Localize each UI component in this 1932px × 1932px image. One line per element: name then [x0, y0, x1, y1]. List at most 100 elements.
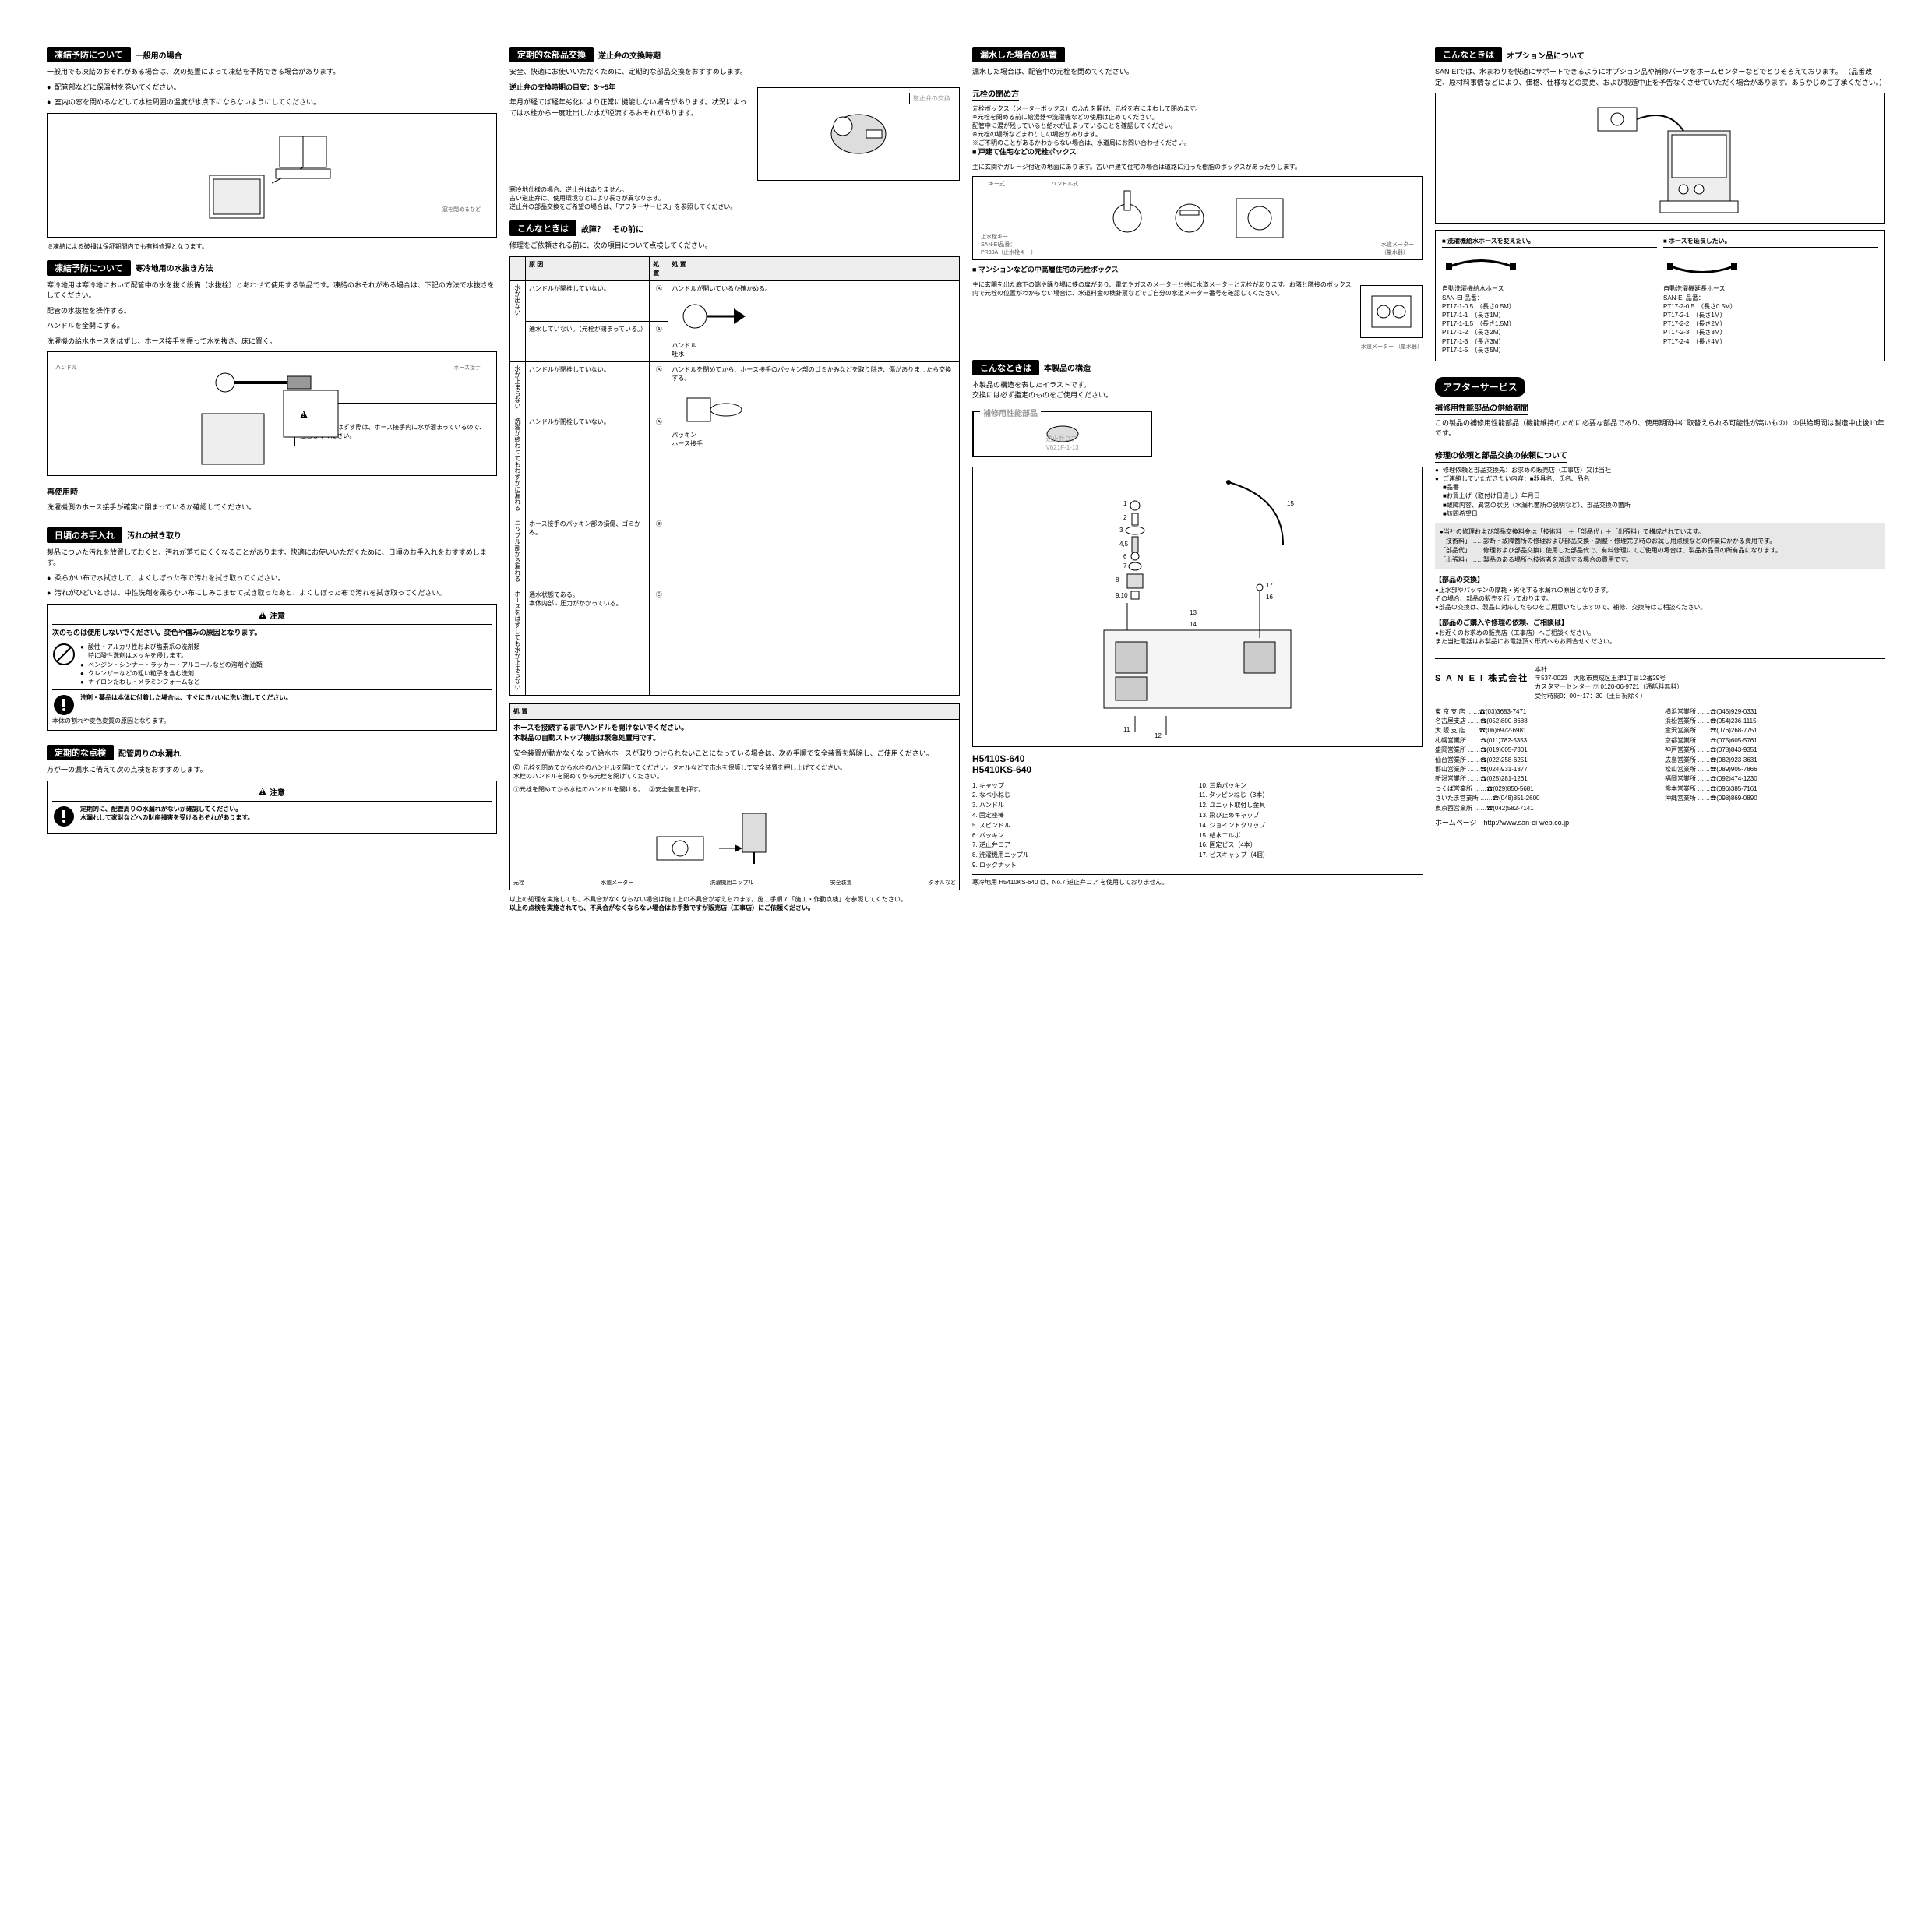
bullet-item: 汚れがひどいときは、中性洗剤を柔らかい布にしみこませて拭き取ったあと、よくしぼっ… [47, 588, 497, 599]
table-row: ホースをはずしても水が止まらない 通水状態である。 本体内部に圧力がかかっている… [510, 587, 960, 695]
svg-text:3: 3 [1119, 527, 1123, 534]
diagram-safety-reset [513, 799, 956, 874]
office-entry: 大 阪 支 店 ……☎(06)6972-6981 [1435, 727, 1655, 735]
section-structure: こんなときは 本製品の構造 本製品の構造を表したイラストです。 交換には必ず指定… [972, 360, 1423, 887]
heading: 定期的な部品交換 [509, 47, 594, 62]
option-item: 自動洗濯機延長ホース [1663, 284, 1878, 293]
price-structure-box: ●当社の修理および部品交換料金は「技術料」＋「部品代」＋「出張料」で構成されてい… [1435, 523, 1885, 569]
office-entry: 新潟営業所 ……☎(025)281-1261 [1435, 775, 1655, 783]
heading: 漏水した場合の処置 [972, 47, 1065, 62]
office-entry: 福岡営業所 ……☎(092)474-1230 [1665, 775, 1885, 783]
subheading: 汚れの拭き取り [127, 529, 182, 541]
packing-diagram [672, 383, 749, 429]
washer-hose-diagram [1574, 100, 1746, 217]
table-row: 水が止まらない ハンドルが閉栓していない。 Ⓐ ハンドルを閉めてから、ホース接手… [510, 361, 960, 414]
label-nipple: ホース接手 [453, 364, 481, 372]
paragraph: 修理をご依頼される前に、次の項目について点検してください。 [509, 241, 960, 252]
svg-text:7: 7 [1123, 562, 1127, 569]
valve-note-2: 古い逆止弁は、使用環境などにより長さが異なります。 [509, 194, 960, 203]
homepage-url: ホームページ http://www.san-ei-web.co.jp [1435, 817, 1885, 827]
parts-item: 7. 逆止弁コア [972, 841, 1196, 851]
troubleshoot-table: 原 因 処置 処 置 水が出ない ハンドルが開栓していない。 Ⓐ ハンドルが開い… [509, 256, 960, 696]
option-item: PT17-1-3 （長さ3M） [1442, 337, 1657, 346]
company-name: S A N E I 株式会社 [1435, 672, 1528, 703]
meter-box-diagram [1096, 183, 1299, 253]
heading: 凍結予防について [47, 260, 131, 276]
caution-foot: 本体の割れや変色変質の原因となります。 [52, 717, 492, 725]
mandatory-icon [52, 805, 76, 828]
text-2: 主に玄関やガレージ付近の地面にあります。古い戸建て住宅の場合は道路に沿った樹脂の… [972, 163, 1423, 171]
option-item: PT17-2-2 （長さ2M） [1663, 319, 1878, 328]
hose-icon [1442, 251, 1520, 282]
reuse-text: 洗濯機側のホース接手が確実に閉まっているか確認してください。 [47, 502, 497, 513]
option-item: SAN-EI 品番： [1663, 294, 1878, 302]
option-item: PT17-1-2 （長さ2M） [1442, 328, 1657, 337]
step-2: ハンドルを全開にする。 [47, 321, 497, 332]
footnote: ※凍結による破損は保証期間内でも有料修理となります。 [47, 242, 497, 251]
parts-item: 11. タッピンねじ（3本） [1199, 791, 1423, 801]
diagram-window-close: 窓を閉めるなど [47, 113, 497, 238]
parts-item: 1. キャップ [972, 781, 1196, 791]
valve-diagram [820, 103, 897, 165]
section-care: 日頃のお手入れ 汚れの拭き取り 製品についた汚れを放置しておくと、汚れが落ちにく… [47, 527, 497, 736]
warning-icon [300, 411, 308, 418]
office-entry: つくば営業所 ……☎(029)850-5681 [1435, 785, 1655, 793]
caution-cleaning: 注意 次のものは使用しないでください。変色や傷みの原因となります。 酸性・アルカ… [47, 604, 497, 732]
sub-3: ■ マンションなどの中高層住宅の元栓ボックス [972, 265, 1423, 276]
office-entry [1665, 805, 1885, 813]
caution-text: 定期的に、配管周りの水漏れがないか確認してください。 水漏れして家財などへの財産… [80, 805, 254, 828]
label-stopkey: 止水栓キー SAN-EI品番： PR30A（止水栓キー） [981, 233, 1036, 256]
parts-item: 15. 給水エルボ [1199, 831, 1423, 841]
caution-item: ベンジン・シンナー・ラッカー・アルコールなどの溶剤や油類 [80, 661, 492, 669]
option-item: 自動洗濯機給水ホース [1442, 284, 1657, 293]
label-key: キー式 [989, 180, 1005, 188]
option-item: PT17-1-5 （長さ5M） [1442, 346, 1657, 354]
office-entry: 郡山営業所 ……☎(024)931-1377 [1435, 766, 1655, 774]
valve-note-1: 寒冷地仕様の場合、逆止弁はありません。 [509, 185, 960, 194]
paragraph: 製品についた汚れを放置しておくと、汚れが落ちにくくなることがあります。快適にお使… [47, 548, 497, 569]
sub: 元栓の閉め方 [972, 87, 1019, 101]
offices-table: 東 京 支 店 ……☎(03)3683-7471 横浜営業所 ……☎(045)92… [1435, 708, 1885, 813]
parts-item: 12. ユニット取付し金具 [1199, 801, 1423, 811]
page-root: 凍結予防について 一般用の場合 一般用でも凍結のおそれがある場合は、次の処置によ… [47, 47, 1885, 912]
parts-item: 8. 洗濯機用ニップル [972, 851, 1196, 861]
text-1: 元栓ボックス（メーターボックス）のふたを開け、元栓を右にまわして閉めます。 ※元… [972, 104, 1423, 148]
paragraph: 本製品の構造を表したイラストです。 交換には必ず指定のものをご使用ください。 [972, 380, 1423, 401]
paragraph: SAN-EIでは、水まわりを快適にサポートできるようにオプション品や補修パーツを… [1435, 67, 1885, 88]
svg-text:17: 17 [1266, 582, 1273, 589]
parts-list: 1. キャップ2. なべ小ねじ3. ハンドル4. 固定座棒5. スピンドル6. … [972, 781, 1423, 871]
mandatory-icon [52, 693, 76, 717]
office-entry: 東京西営業所 ……☎(042)582-7141 [1435, 805, 1655, 813]
section-after-service: アフターサービス 補修用性能部品の供給期間 この製品の補修用性能部品（機能維持の… [1435, 377, 1885, 646]
caution-item: 酸性・アルカリ性および塩素系の洗剤類 特に酸性洗剤はメッキを侵します。 [80, 643, 492, 660]
svg-text:2: 2 [1123, 514, 1127, 521]
option-item: PT17-1-1.5 （長さ1.5M） [1442, 319, 1657, 328]
option-item: SAN-EI 品番： [1442, 294, 1657, 302]
reuse-heading: 再使用時 [47, 485, 78, 499]
diagram-washer-option [1435, 93, 1885, 224]
replace-text: 逆止弁コア V621F-1-13 [1045, 435, 1078, 452]
option-b: ■ ホースを延長したい。 自動洗濯機延長ホースSAN-EI 品番：PT17-2-… [1663, 237, 1878, 354]
option-item: PT17-2-1 （長さ1M） [1663, 311, 1878, 319]
office-entry: 東 京 支 店 ……☎(03)3683-7471 [1435, 708, 1655, 716]
office-entry: 横浜営業所 ……☎(045)929-0331 [1665, 708, 1885, 716]
hose-icon [1663, 251, 1741, 282]
replace-label: 補修用性能部品 [980, 407, 1041, 418]
sub-2: 修理の依頼と部品交換の依頼について [1435, 449, 1567, 463]
col-cause: 原 因 [526, 256, 650, 280]
group-label: ホースをはずしても水が止まらない [513, 591, 522, 690]
parts-item: 2. なべ小ねじ [972, 791, 1196, 801]
option-box: ■ 洗濯機給水ホースを変えたい。 自動洗濯機給水ホースSAN-EI 品番：PT1… [1435, 230, 1885, 361]
model-numbers: H5410S-640 H5410KS-640 [972, 753, 1423, 775]
warning-icon [259, 611, 266, 619]
hose-drain-diagram [194, 359, 350, 468]
parts-item: 14. ジョイントクリップ [1199, 821, 1423, 831]
section-part-replace: 定期的な部品交換 逆止弁の交換時期 安全、快適にお使いいただくために、定期的な部… [509, 47, 960, 211]
valve-text: 年月が経てば経年劣化により正常に機能しない場合があります。状況によっては水栓から… [509, 97, 751, 118]
office-entry: 浜松営業所 ……☎(054)236-1115 [1665, 717, 1885, 725]
prohibit-icon [52, 643, 76, 666]
heading: アフターサービス [1435, 377, 1525, 397]
col-action: 処 置 [668, 256, 960, 280]
heading: こんなときは [1435, 47, 1502, 62]
proc-intro: ホースを接続するまでハンドルを開けないでください。 本製品の自動ストップ機能は緊… [513, 723, 956, 744]
